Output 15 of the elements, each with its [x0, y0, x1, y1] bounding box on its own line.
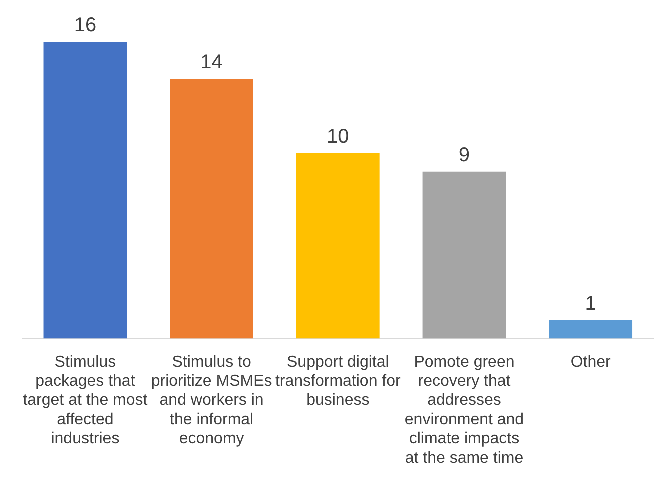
bar: [296, 153, 380, 339]
x-tick-label: Stimulus packages that target at the most affected industries: [23, 354, 148, 448]
bar: [170, 79, 254, 339]
data-label: 14: [200, 52, 223, 74]
data-label: 9: [458, 144, 470, 166]
data-label: 10: [327, 126, 350, 148]
data-label: 1: [585, 292, 596, 315]
bar: [422, 172, 506, 339]
x-tick-label: Stimulus to prioritize MSMEs and workers in the informal economy: [151, 354, 272, 448]
data-label: 16: [74, 14, 97, 37]
x-tick-label: Pomote green recovery that addresses environment and climate impacts at the same time: [404, 354, 524, 467]
bar: [549, 320, 633, 339]
x-tick-label: Support digital transformation for business: [275, 354, 402, 410]
bar: [44, 42, 128, 339]
x-tick-label: Other: [570, 354, 612, 371]
